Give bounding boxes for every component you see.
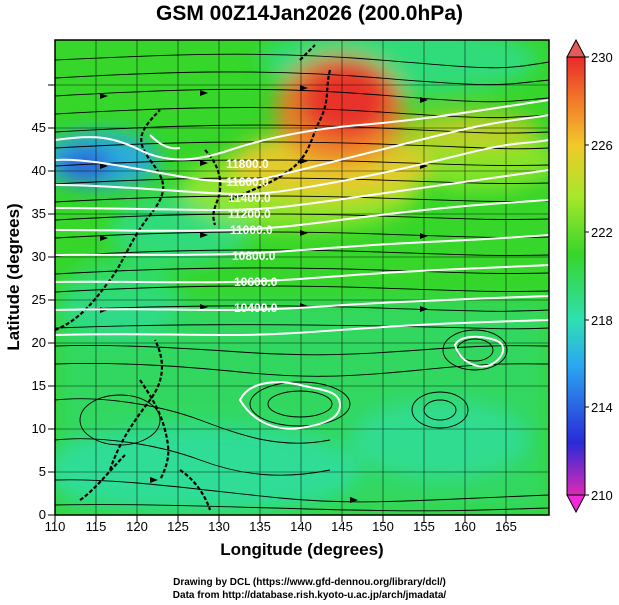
credit-data-source: Data from http://database.rish.kyoto-u.a… [172,590,447,601]
x-tick-label: 145 [331,519,353,534]
colorbar-tick-label: 230 [591,50,613,65]
x-axis-label: Longitude (degrees) [220,540,383,559]
x-tick-label: 150 [372,519,394,534]
y-tick-label: 5 [39,464,46,479]
y-tick-labels: 0 5 10 15 20 25 30 35 40 45 [32,120,46,522]
colorbar: 230 226 222 218 214 210 [566,38,613,514]
map-title: GSM 00Z14Jan2026 (200.0hPa) [155,2,463,25]
x-tick-label: 120 [126,519,148,534]
y-tick-label: 20 [32,335,46,350]
contour-label: 11800.0 [226,157,269,171]
colorbar-tick-label: 226 [591,138,613,153]
credit-drawing: Drawing by DCL (https://www.gfd-dennou.o… [173,577,446,588]
contour-label: 11200.0 [228,207,271,221]
x-tick-label: 155 [413,519,435,534]
coastlines [55,44,332,511]
x-tick-label: 160 [454,519,476,534]
y-tick-label: 45 [32,120,46,135]
colorbar-tick-label: 218 [591,313,613,328]
y-tick-label: 25 [32,292,46,307]
colorbar-tick-label: 222 [591,225,613,240]
colorbar-body [566,56,586,496]
colorbar-bottom-arrow [566,494,586,514]
y-tick-label: 30 [32,249,46,264]
contour-label: 11600.0 [226,175,269,189]
x-tick-label: 110 [45,519,66,534]
contour-label: 11000.0 [230,223,273,237]
contour-label: 10600.0 [234,275,278,289]
colorbar-tick-label: 214 [591,400,613,415]
x-tick-labels: 110 115 120 125 130 135 140 145 150 155 … [45,519,517,534]
x-tick-label: 115 [86,519,107,534]
contour-label: 11400.0 [228,191,271,205]
contour-labels: 11800.0 11600.0 11400.0 11200.0 11000.0 … [226,157,278,315]
x-tick-label: 125 [167,519,189,534]
colorbar-tick-label: 210 [591,488,613,503]
y-ticks [48,84,55,516]
x-tick-label: 165 [495,519,517,534]
y-axis-label: Latitude (degrees) [4,203,23,350]
wind-arrowheads [100,85,428,503]
y-tick-label: 15 [32,378,46,393]
y-tick-label: 0 [39,507,46,522]
y-tick-label: 10 [32,421,46,436]
y-tick-label: 40 [32,163,46,178]
colorbar-top-arrow [566,38,586,58]
contour-label: 10400.0 [234,301,278,315]
x-tick-label: 140 [290,519,312,534]
x-ticks [54,515,507,522]
y-tick-label: 35 [32,206,46,221]
height-contours [55,99,549,430]
plot-frame [54,39,550,516]
x-tick-label: 135 [249,519,271,534]
contour-label: 10800.0 [232,249,276,263]
x-tick-label: 130 [208,519,230,534]
